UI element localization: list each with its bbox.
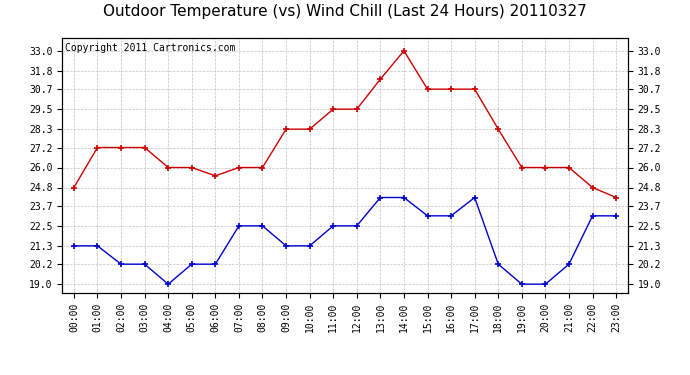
Text: Copyright 2011 Cartronics.com: Copyright 2011 Cartronics.com bbox=[65, 43, 235, 52]
Text: Outdoor Temperature (vs) Wind Chill (Last 24 Hours) 20110327: Outdoor Temperature (vs) Wind Chill (Las… bbox=[103, 4, 587, 19]
